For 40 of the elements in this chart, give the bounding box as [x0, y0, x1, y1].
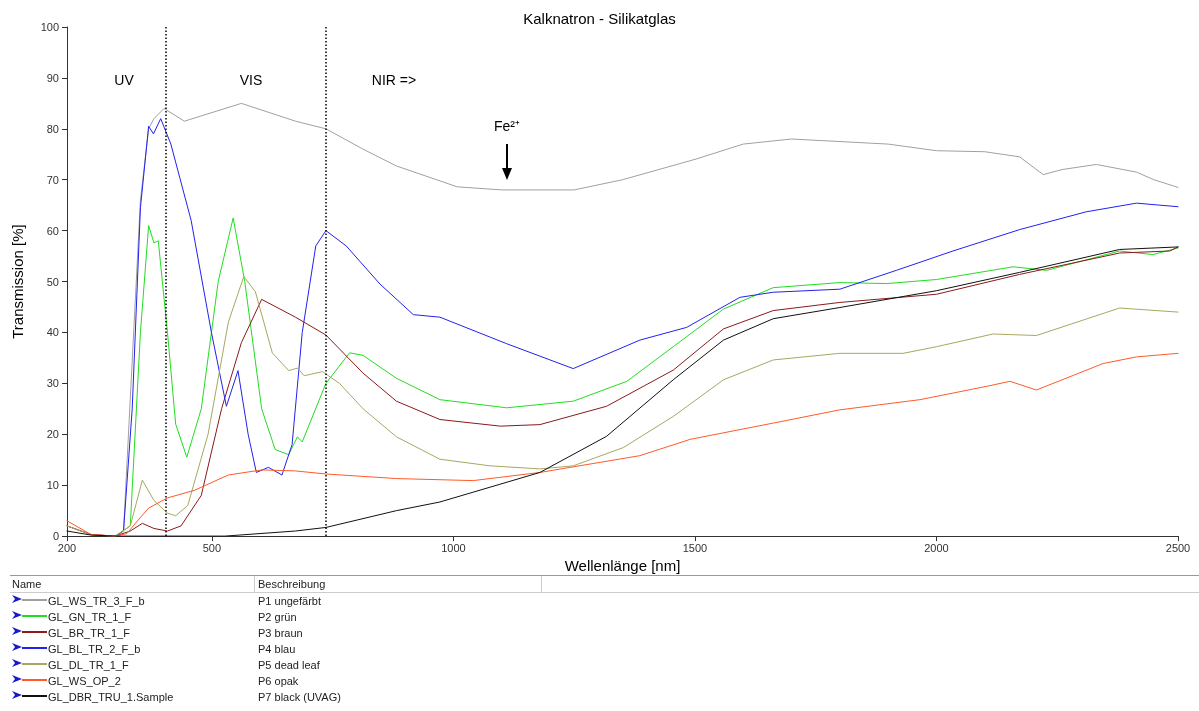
annotation: UV [114, 72, 134, 88]
y-tick-label: 60 [46, 224, 59, 237]
y-axis-title: Transmission [%] [9, 224, 26, 339]
text: P3 braun [258, 626, 303, 640]
y-tick-label: 80 [46, 122, 59, 135]
y-tick-label: 10 [46, 479, 59, 492]
y-tick-label: 90 [46, 71, 59, 84]
annotation: VIS [239, 72, 263, 88]
x-tick-label: 500 [202, 541, 222, 554]
x-tick-label: 1000 [441, 541, 466, 554]
legend-label: GL_WS_TR_3_F_b [48, 594, 145, 608]
y-tick-label: 40 [46, 326, 59, 339]
y-tick-label: 50 [46, 275, 59, 288]
legend-label: GL_BL_TR_2_F_b [48, 642, 141, 656]
text: P7 black (UVAG) [258, 690, 341, 704]
y-tick-label: 0 [52, 530, 59, 543]
y-tick-label: 30 [46, 377, 59, 390]
text: P4 blau [258, 642, 296, 656]
x-tick-label: 1500 [682, 541, 708, 554]
annotation: Fe²⁺ [494, 116, 520, 135]
y-tick-label: 70 [46, 173, 59, 186]
x-tick-label: 2000 [924, 541, 949, 554]
x-tick-label: 200 [57, 541, 77, 554]
legend-label: GL_WS_OP_2 [48, 674, 121, 688]
legend-label: GL_DBR_TRU_1.Sample [48, 690, 174, 704]
legend-label: GL_BR_TR_1_F [48, 626, 130, 640]
text: P2 grün [258, 610, 297, 624]
x-tick-label: 2500 [1165, 541, 1191, 554]
annotation: NIR => [371, 72, 417, 88]
text: P1 ungefärbt [258, 594, 321, 608]
legend-title: Name [12, 577, 42, 591]
y-tick-label: 20 [46, 428, 59, 441]
legend-label: GL_GN_TR_1_F [48, 610, 132, 624]
y-tick-label: 100 [40, 21, 59, 33]
text: Beschreibung [258, 577, 326, 591]
text: P6 opak [258, 674, 299, 688]
chart-title: Kalknatron - Silikatglas [523, 10, 676, 27]
text: P5 dead leaf [258, 658, 320, 672]
x-axis-title: Wellenlänge [nm] [564, 557, 681, 574]
legend-label: GL_DL_TR_1_F [48, 658, 129, 672]
